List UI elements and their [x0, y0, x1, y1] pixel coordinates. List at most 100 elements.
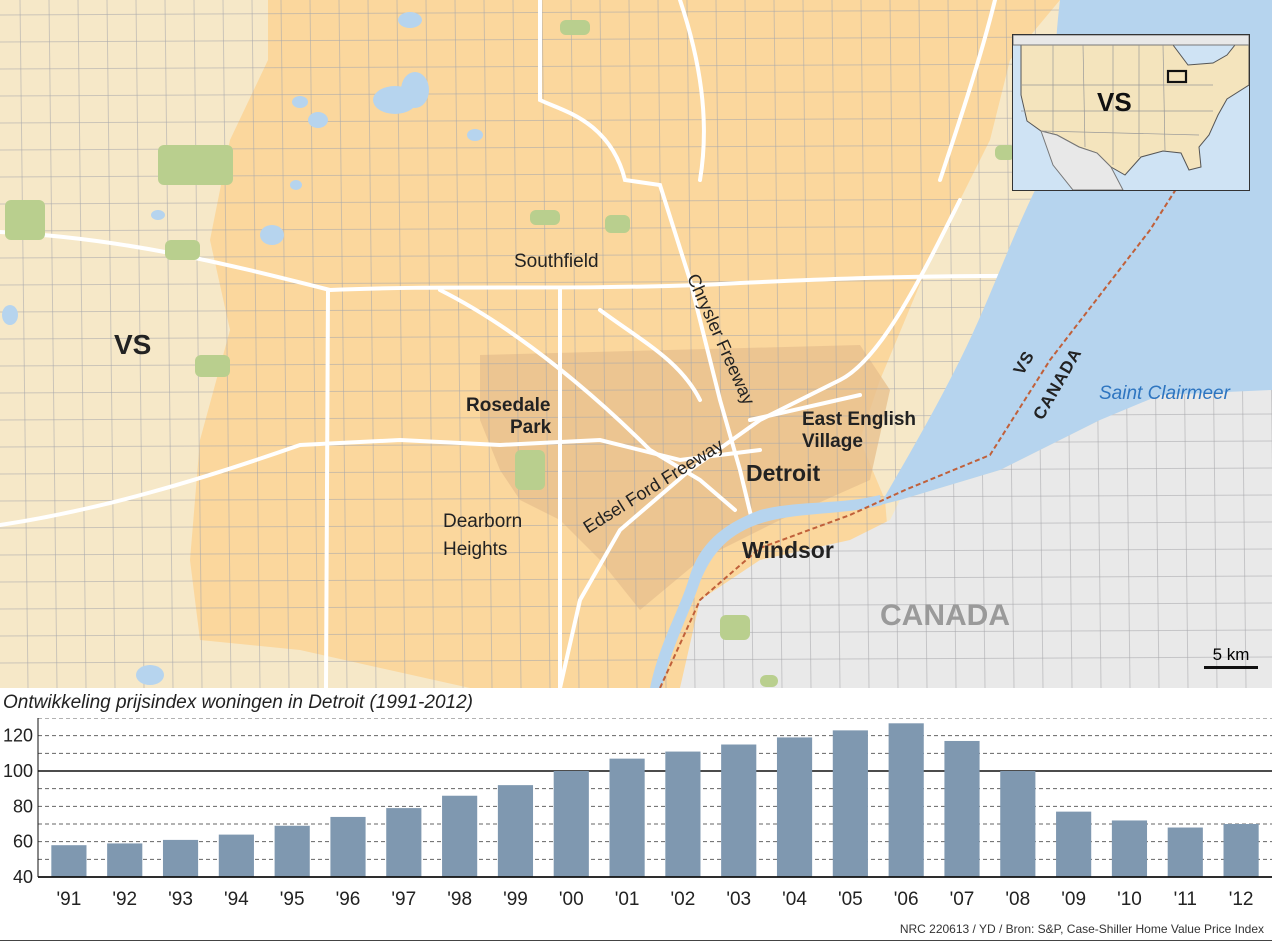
street-ns: [918, 0, 928, 688]
street-ns: [715, 0, 725, 688]
inset-map: VS: [1012, 34, 1250, 191]
highway: [938, 0, 997, 182]
highway: [748, 393, 862, 422]
bar: [665, 751, 701, 877]
x-tick-label: '09: [1061, 889, 1086, 910]
x-tick-label: '08: [1005, 889, 1030, 910]
street-ns: [831, 0, 841, 688]
street-ns: [628, 0, 638, 688]
urban-area: [190, 0, 1060, 688]
label-saint-clairmeer: Saint Clairmeer: [1099, 383, 1230, 404]
small-lake: [136, 665, 164, 685]
park: [605, 215, 630, 233]
x-tick-label: '96: [336, 889, 361, 910]
street-ns: [802, 0, 812, 688]
small-lakes: [2, 12, 483, 685]
bar: [609, 758, 645, 877]
small-lake: [401, 72, 429, 108]
park: [530, 210, 560, 225]
bar: [218, 834, 254, 877]
bar: [1056, 811, 1092, 877]
label-east-english-line2: Village: [802, 431, 863, 452]
x-tick-label: '02: [671, 889, 696, 910]
highway: [438, 288, 737, 512]
inset-state-lines: [1021, 44, 1213, 165]
bar: [944, 740, 980, 877]
small-lake: [151, 210, 165, 220]
bar: [497, 785, 534, 877]
bar: [1167, 827, 1203, 877]
label-detroit: Detroit: [746, 460, 821, 486]
bar: [776, 737, 813, 877]
street-ew: [0, 629, 1272, 637]
park: [5, 200, 45, 240]
scale-bar: 5 km: [1204, 645, 1258, 669]
label-dearborn-line2: Heights: [443, 539, 508, 560]
label-dearborn-line1: Dearborn: [443, 511, 523, 532]
label-southfield: Southfield: [514, 251, 599, 272]
x-tick-label: '93: [168, 889, 193, 910]
bottom-rule: [0, 940, 1272, 941]
inset-map-graphic: [1013, 35, 1249, 190]
canada-land: [680, 390, 1272, 688]
street-ns: [396, 0, 406, 688]
small-lake: [467, 129, 483, 141]
street-ns: [222, 0, 232, 688]
small-lake: [292, 96, 308, 108]
detroit-river: [650, 495, 882, 688]
x-tick-label: '99: [503, 889, 528, 910]
inset-mexico-land: [1040, 130, 1124, 190]
bar-chart: 40 60 80 100 120 '91 '92 '93 '94 '95 '96 '97 '98 '99 '…: [3, 718, 1272, 910]
street-ns: [48, 0, 58, 688]
label-east-english-line1: East English: [802, 409, 917, 430]
y-tick-label: 40: [13, 867, 33, 887]
highway: [678, 0, 706, 182]
bar: [162, 839, 199, 877]
bar: [888, 723, 924, 877]
park: [515, 450, 545, 490]
scale-label: 5 km: [1212, 645, 1250, 664]
y-tick-label: 60: [13, 832, 33, 852]
street-ew: [0, 440, 1272, 448]
street-ns: [483, 0, 493, 688]
x-tick-label: '98: [447, 889, 472, 910]
bar: [442, 795, 478, 877]
bar: [51, 845, 87, 877]
small-lake: [260, 225, 284, 245]
bar: [274, 825, 310, 877]
x-tick-label: '92: [112, 889, 137, 910]
source-credit: NRC 220613 / YD / Bron: S&P, Case-Shille…: [899, 922, 1264, 936]
inset-state-line: [1162, 44, 1166, 152]
y-tick-label: 120: [3, 726, 33, 746]
street-ew: [0, 656, 1272, 664]
small-lake: [308, 112, 328, 128]
bar: [832, 730, 868, 877]
x-tick-label: '04: [782, 889, 807, 910]
street-ns: [77, 0, 87, 688]
inset-canada-land: [1013, 35, 1249, 46]
x-tick-label: '05: [838, 889, 863, 910]
street-ew: [0, 602, 1272, 610]
x-tick-label: '03: [726, 889, 751, 910]
park: [720, 615, 750, 640]
bar: [1000, 771, 1036, 877]
parks: [5, 20, 1015, 687]
street-ns: [280, 0, 290, 688]
park: [560, 20, 590, 35]
label-rosedale-line1: Rosedale: [466, 395, 551, 416]
street-ns: [599, 0, 609, 688]
street-ns: [425, 0, 435, 688]
x-tick-label: '95: [280, 889, 305, 910]
street-ns: [512, 0, 522, 688]
scale-line: [1204, 666, 1258, 669]
street-ns: [541, 0, 551, 688]
street-ns: [947, 0, 957, 688]
highway: [538, 0, 754, 522]
street-ns: [251, 0, 261, 688]
park: [165, 240, 200, 260]
bar: [330, 816, 366, 877]
highway: [0, 437, 762, 527]
park: [760, 675, 778, 687]
x-tick-label: '07: [950, 889, 975, 910]
bar: [107, 843, 143, 877]
